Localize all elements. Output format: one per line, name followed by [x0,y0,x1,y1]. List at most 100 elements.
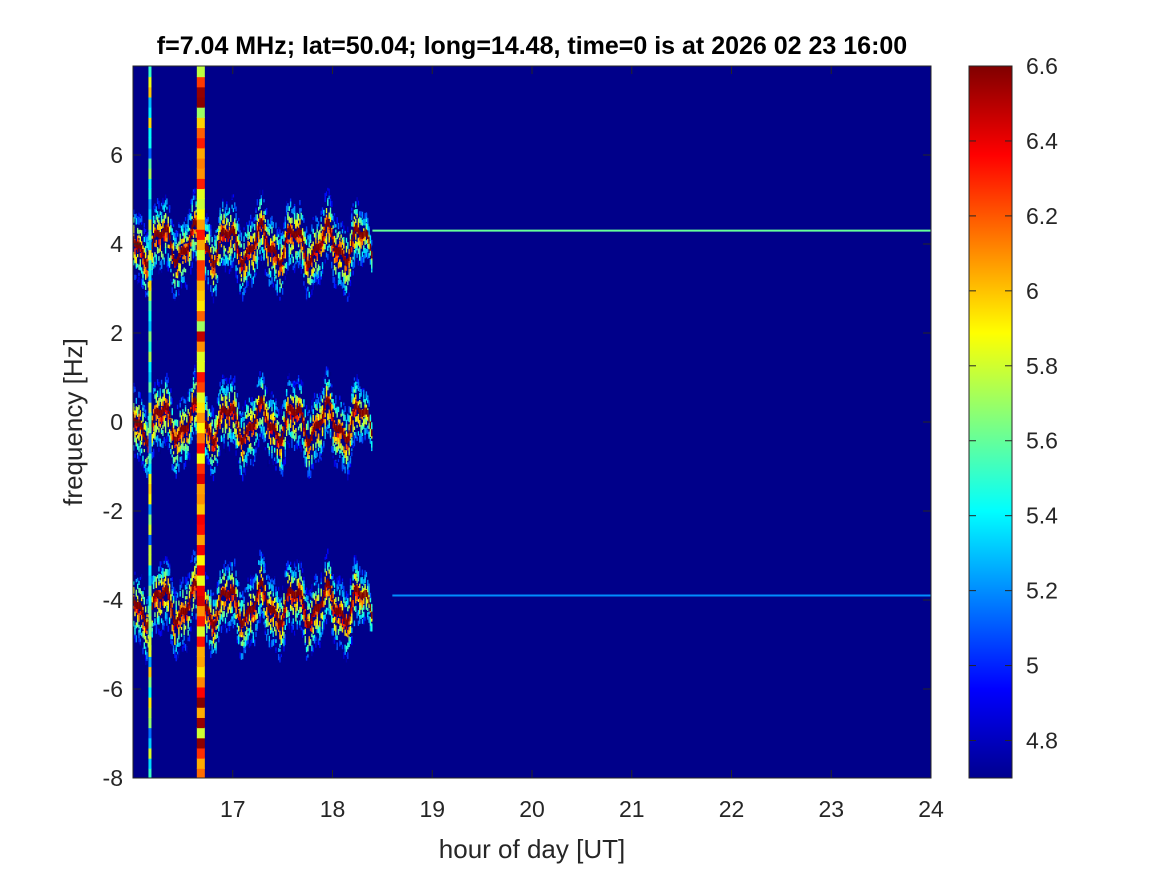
band-cell [220,419,223,424]
band-cell [174,650,176,656]
band-cell [227,211,229,216]
band-cell [281,426,284,430]
band-cell [214,234,216,239]
band-cell [289,198,292,205]
band-cell [228,567,231,573]
band-ridge [142,609,144,617]
band-cell [291,253,293,258]
band-cell [250,580,252,587]
band-ridge [163,404,165,412]
band-ridge [271,423,273,431]
band-cell [211,459,213,466]
band-cell [160,251,163,258]
band-cell [143,281,145,286]
band-cell [224,623,227,628]
band-ridge [246,609,248,617]
band-cell [220,614,223,619]
band-cell [329,233,332,238]
band-cell [352,444,354,449]
band-ridge [283,248,285,256]
band-cell [223,249,225,254]
band-cell [223,388,225,392]
band-cell [162,396,164,403]
band-ridge [369,243,372,251]
band-cell [154,406,156,410]
band-ridge [246,427,248,435]
band-cell [297,261,300,269]
band-cell [316,268,318,275]
band-cell [240,413,243,417]
band-cell [154,208,156,213]
band-cell [159,580,161,584]
band-ridge [214,620,216,628]
band-cell [320,210,322,215]
band-cell [239,241,241,248]
band-cell [204,403,207,410]
band-cell [138,413,140,418]
band-ridge [327,218,329,226]
band-cell [195,564,197,569]
band-cell [254,217,256,222]
band-cell [158,577,160,581]
band-cell [140,215,143,222]
band-cell [258,379,260,387]
band-cell [204,611,207,615]
band-cell [292,431,294,439]
band-cell [252,614,255,619]
band-cell [171,245,173,251]
band-cell [327,381,329,386]
band-cell [259,371,261,376]
band-cell [220,606,223,612]
band-cell [210,247,212,251]
band-ridge [228,230,231,238]
band-cell [240,232,243,236]
band-cell [164,203,167,208]
band-ridge [135,241,137,249]
band-cell [283,245,285,250]
band-cell [277,270,280,275]
band-cell [186,437,188,443]
band-cell [329,431,332,436]
band-ridge [363,230,365,238]
band-cell [287,239,289,245]
band-cell [337,224,340,228]
band-cell [364,212,366,219]
band-cell [300,379,302,386]
band-cell [191,262,193,268]
band-cell [154,576,156,582]
band-cell [180,448,183,455]
band-cell [222,396,224,401]
band-ridge [166,402,168,410]
band-cell [272,258,274,266]
band-cell [308,447,310,455]
band-cell [297,374,300,378]
band-ridge [254,242,256,250]
band-cell [147,244,149,251]
band-cell [352,243,354,248]
band-cell [180,626,183,630]
band-cell [360,256,362,263]
band-ridge [305,256,308,264]
band-ridge [299,405,301,413]
band-cell [184,579,187,584]
band-cell [204,591,207,597]
band-cell [170,268,172,273]
band-cell [297,232,300,238]
band-cell [230,261,232,266]
band-cell [206,623,208,628]
band-cell [239,464,241,472]
band-cell [188,439,191,443]
band-ridge [268,423,270,431]
band-cell [339,237,341,241]
band-cell [248,614,251,621]
band-cell [143,223,145,228]
band-ridge [174,436,176,444]
band-cell [138,432,140,438]
band-cell [263,430,265,436]
band-ridge [240,437,243,445]
band-cell [367,425,369,429]
band-cell [179,238,181,242]
band-cell [317,271,320,279]
band-ridge [164,585,167,593]
band-cell [170,448,172,452]
